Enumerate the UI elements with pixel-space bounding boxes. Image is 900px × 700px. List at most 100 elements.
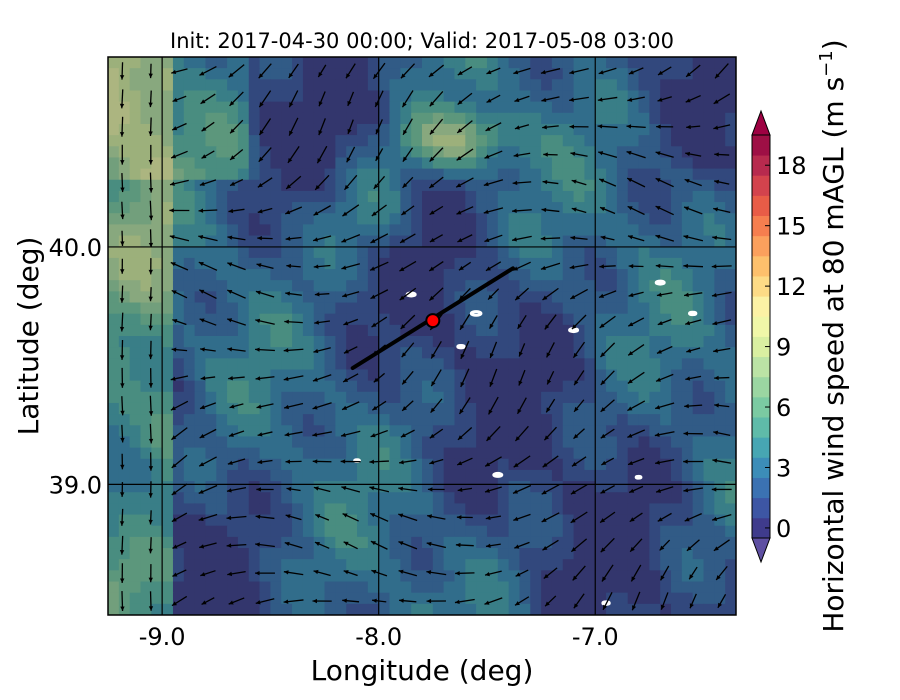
speed-cell xyxy=(378,336,391,348)
wind-arrow-head xyxy=(119,326,125,332)
speed-cell xyxy=(638,358,650,371)
wind-arrow-head xyxy=(683,459,688,464)
speed-cell xyxy=(519,68,531,80)
speed-cell xyxy=(248,246,261,259)
speed-cell xyxy=(248,146,261,159)
speed-cell xyxy=(638,592,650,605)
speed-cell xyxy=(649,190,661,203)
x-tick-label: -9.0 xyxy=(139,623,186,651)
speed-cell xyxy=(422,135,434,147)
speed-cell xyxy=(616,548,629,560)
speed-cell xyxy=(313,414,326,426)
wind-arrow-head xyxy=(713,546,719,551)
speed-cell xyxy=(660,168,672,181)
speed-cell xyxy=(140,213,152,225)
speed-cell xyxy=(129,68,142,80)
speed-cell xyxy=(389,514,401,527)
speed-cell xyxy=(573,380,586,393)
speed-cell xyxy=(335,302,347,315)
wind-arrow-head xyxy=(199,433,205,438)
speed-cell xyxy=(573,603,586,615)
speed-cell xyxy=(465,458,477,471)
speed-cell xyxy=(216,469,228,482)
speed-cell xyxy=(313,436,326,449)
wind-arrow-head xyxy=(712,516,718,521)
speed-cell xyxy=(616,257,629,270)
speed-cell xyxy=(367,548,380,560)
speed-cell xyxy=(411,324,423,337)
speed-cell xyxy=(292,57,304,69)
terrain-shade xyxy=(108,57,736,615)
speed-cell xyxy=(584,447,596,460)
speed-cell xyxy=(237,548,250,560)
colorbar-label-close: ) xyxy=(817,39,850,50)
speed-cell xyxy=(216,112,228,125)
speed-cell xyxy=(573,123,586,136)
speed-cell xyxy=(584,425,596,438)
speed-cell xyxy=(519,458,531,471)
speed-cell xyxy=(627,280,640,292)
speed-cell xyxy=(172,391,185,404)
speed-cell xyxy=(129,101,142,114)
speed-cell xyxy=(194,503,207,516)
speed-cell xyxy=(584,570,596,583)
wind-arrow-head xyxy=(120,214,125,220)
wind-arrow-head xyxy=(460,381,465,387)
speed-cell xyxy=(324,402,336,415)
speed-cell xyxy=(692,57,705,69)
speed-cell xyxy=(573,548,586,560)
speed-cell xyxy=(714,581,726,594)
speed-cell xyxy=(454,380,466,393)
speed-cell xyxy=(638,168,650,181)
speed-cell xyxy=(162,514,174,527)
speed-cell xyxy=(172,157,185,170)
speed-cell xyxy=(606,112,618,125)
speed-cell xyxy=(703,603,715,615)
wind-arrow-head xyxy=(342,405,348,410)
speed-cell xyxy=(627,592,640,605)
speed-cell xyxy=(389,347,401,359)
wind-arrow-head xyxy=(629,517,635,522)
speed-cell xyxy=(595,525,607,538)
speed-cell xyxy=(638,146,650,159)
speed-cell xyxy=(476,336,488,348)
speed-cell xyxy=(627,123,640,136)
wind-arrow-head xyxy=(342,293,348,298)
speed-cell xyxy=(389,324,401,337)
speed-cell xyxy=(519,302,531,315)
speed-cell xyxy=(335,235,347,248)
speed-cell xyxy=(292,559,304,571)
wind-arrow-head xyxy=(541,517,547,522)
speed-cell xyxy=(530,548,542,560)
speed-cell xyxy=(584,536,596,549)
speed-cell xyxy=(497,492,510,504)
speed-cell xyxy=(497,570,510,583)
speed-cell xyxy=(357,548,369,560)
speed-cell xyxy=(302,190,315,203)
wind-arrow-head xyxy=(457,128,463,133)
speed-cell xyxy=(649,581,661,594)
speed-cell xyxy=(216,146,228,159)
wind-arrow-head xyxy=(120,578,125,584)
speed-cell xyxy=(692,603,705,615)
speed-cell xyxy=(172,57,185,69)
speed-cell xyxy=(703,402,715,415)
speed-cell xyxy=(313,246,326,259)
wind-speed-field xyxy=(108,57,736,615)
speed-cell xyxy=(541,213,553,225)
speed-cell xyxy=(367,436,380,449)
speed-cell xyxy=(606,492,618,504)
speed-cell xyxy=(508,358,521,371)
speed-cell xyxy=(595,380,607,393)
speed-cell xyxy=(411,481,423,493)
wind-arrow-head xyxy=(600,352,606,358)
wind-arrow-head xyxy=(148,438,154,444)
speed-cell xyxy=(508,603,521,615)
speed-cell xyxy=(270,525,282,538)
speed-cell xyxy=(411,101,423,114)
speed-cell xyxy=(378,536,391,549)
wind-arrow-head xyxy=(312,459,318,464)
speed-cell xyxy=(324,291,336,304)
speed-cell xyxy=(584,302,596,315)
speed-cell xyxy=(486,202,499,214)
